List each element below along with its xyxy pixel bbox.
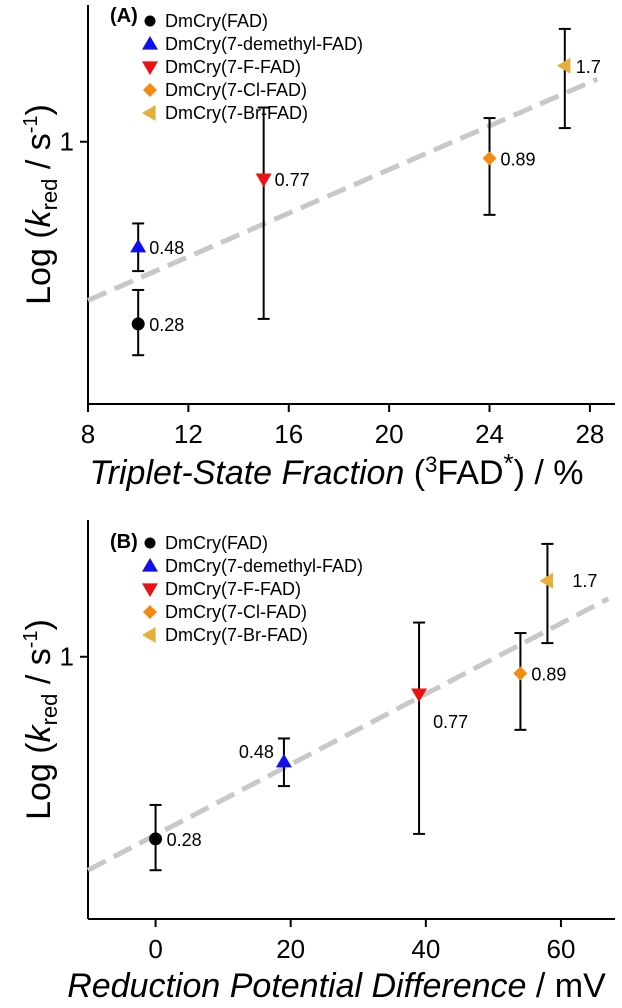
x-axis-label: Triplet-State Fraction (3FAD*) / % [89, 448, 583, 492]
legend-label: DmCry(7-Cl-FAD) [165, 602, 307, 622]
marker [482, 151, 497, 166]
marker [539, 572, 554, 589]
data-label: 1.7 [572, 571, 597, 591]
legend-item: DmCry(7-demethyl-FAD) [142, 556, 363, 576]
x-tick-label: 16 [274, 419, 303, 449]
data-label: 0.28 [167, 830, 202, 850]
y-axis-label: Log (kred / s-1) [20, 104, 62, 305]
data-point: 0.89 [482, 117, 536, 216]
x-tick-label: 40 [411, 934, 440, 964]
marker [513, 666, 528, 681]
data-label: 0.77 [275, 170, 310, 190]
legend-label: DmCry(FAD) [165, 11, 268, 31]
marker [131, 317, 145, 331]
panel-label: (B) [110, 531, 138, 553]
marker [275, 753, 292, 768]
legend-item: DmCry(FAD) [144, 11, 268, 31]
legend-marker [143, 605, 157, 619]
legend-marker [142, 36, 158, 50]
x-tick-label: 60 [546, 934, 575, 964]
data-label: 0.28 [149, 315, 184, 335]
x-tick-label: 20 [276, 934, 305, 964]
legend-item: DmCry(7-F-FAD) [142, 579, 301, 599]
legend-marker [142, 558, 158, 572]
legend-item: DmCry(7-Cl-FAD) [143, 602, 307, 622]
x-tick-label: 0 [148, 934, 162, 964]
panel-label: (A) [110, 5, 138, 27]
legend-label: DmCry(7-F-FAD) [165, 579, 301, 599]
legend: DmCry(FAD) DmCry(7-demethyl-FAD) DmCry(7-F… [142, 11, 363, 123]
fit-line [87, 76, 599, 303]
data-point: 0.77 [255, 106, 310, 320]
data-label: 0.48 [149, 238, 184, 258]
data-point: 0.48 [239, 737, 292, 788]
legend-marker [143, 83, 157, 97]
data-label: 1.7 [576, 57, 601, 77]
legend-marker [144, 15, 156, 27]
legend-item: DmCry(7-demethyl-FAD) [142, 34, 363, 54]
legend-label: DmCry(7-Br-FAD) [165, 625, 308, 645]
chart-panel-a: 8 12 16 20 24 28 1 (A) Log (kred / s-1) Triplet-S… [20, 5, 615, 492]
chart-panel-b: 0 20 40 60 1 (B) Log (kred / s-1) Reduction Pot… [20, 520, 615, 1005]
data-label: 0.89 [531, 664, 566, 684]
legend-marker [142, 627, 156, 643]
data-point: 0.28 [149, 803, 202, 872]
data-label: 0.48 [239, 742, 274, 762]
x-tick-label: 28 [575, 419, 604, 449]
legend-item: DmCry(FAD) [144, 533, 268, 553]
marker [130, 238, 147, 253]
legend-item: DmCry(7-Br-FAD) [142, 625, 308, 645]
legend: DmCry(FAD) DmCry(7-demethyl-FAD) DmCry(7-F… [142, 533, 363, 645]
x-axis-label: Reduction Potential Difference / mV [67, 967, 606, 1005]
legend-label: DmCry(7-demethyl-FAD) [165, 34, 363, 54]
data-point: 1.7 [556, 27, 601, 130]
data-point: 0.89 [513, 632, 566, 731]
x-tick-label: 8 [81, 419, 95, 449]
marker [149, 832, 163, 846]
legend-marker [142, 61, 158, 75]
marker [255, 173, 272, 188]
legend-marker [142, 105, 156, 121]
x-tick-label: 20 [375, 419, 404, 449]
marker [411, 688, 428, 703]
data-label: 0.89 [501, 149, 536, 169]
legend-item: DmCry(7-Br-FAD) [142, 103, 308, 123]
legend-marker [144, 537, 156, 549]
x-tick-label: 24 [475, 419, 504, 449]
legend-item: DmCry(7-F-FAD) [142, 57, 301, 77]
y-tick-label: 1 [60, 127, 74, 157]
data-point: 1.7 [539, 542, 597, 645]
legend-label: DmCry(7-Cl-FAD) [165, 80, 307, 100]
data-point: 0.28 [131, 288, 184, 357]
y-tick-label: 1 [60, 642, 74, 672]
data-point: 0.77 [411, 621, 468, 835]
fit-line [86, 596, 610, 873]
legend-item: DmCry(7-Cl-FAD) [143, 80, 307, 100]
legend-label: DmCry(7-Br-FAD) [165, 103, 308, 123]
legend-label: DmCry(FAD) [165, 533, 268, 553]
data-label: 0.77 [433, 712, 468, 732]
y-axis-label: Log (kred / s-1) [20, 619, 62, 820]
marker [556, 57, 571, 74]
data-point: 0.48 [130, 222, 184, 273]
x-tick-label: 12 [174, 419, 203, 449]
legend-label: DmCry(7-F-FAD) [165, 57, 301, 77]
legend-label: DmCry(7-demethyl-FAD) [165, 556, 363, 576]
legend-marker [142, 583, 158, 597]
